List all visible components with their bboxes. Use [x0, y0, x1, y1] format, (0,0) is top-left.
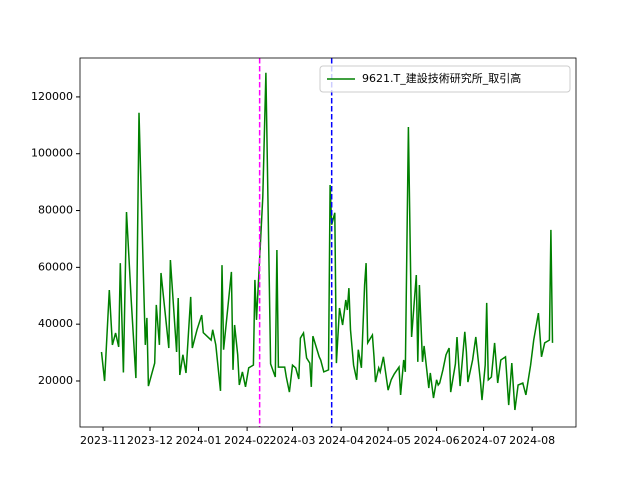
- y-tick-label: 80000: [38, 204, 73, 217]
- y-tick-label: 120000: [31, 90, 73, 103]
- y-tick-label: 20000: [38, 374, 73, 387]
- y-tick-label: 60000: [38, 260, 73, 273]
- x-tick-label: 2023-11: [80, 434, 126, 447]
- axes-frame: [79, 57, 577, 428]
- line: [100, 72, 554, 411]
- x-tick-label: 2024-06: [414, 434, 460, 447]
- legend-label: 9621.T_建設技術研究所_取引高: [362, 71, 521, 85]
- x-tick-label: 2024-08: [509, 434, 555, 447]
- y-tick-label: 40000: [38, 317, 73, 330]
- y-tick-label: 100000: [31, 147, 73, 160]
- x-tick-label: 2024-02: [224, 434, 270, 447]
- x-tick-label: 2023-12: [127, 434, 173, 447]
- x-tick-label: 2024-04: [318, 434, 364, 447]
- x-tick-label: 2024-03: [270, 434, 316, 447]
- x-tick-label: 2024-05: [365, 434, 411, 447]
- x-tick-label: 2024-07: [461, 434, 507, 447]
- x-tick-label: 2024-01: [176, 434, 222, 447]
- legend-box: [319, 65, 571, 93]
